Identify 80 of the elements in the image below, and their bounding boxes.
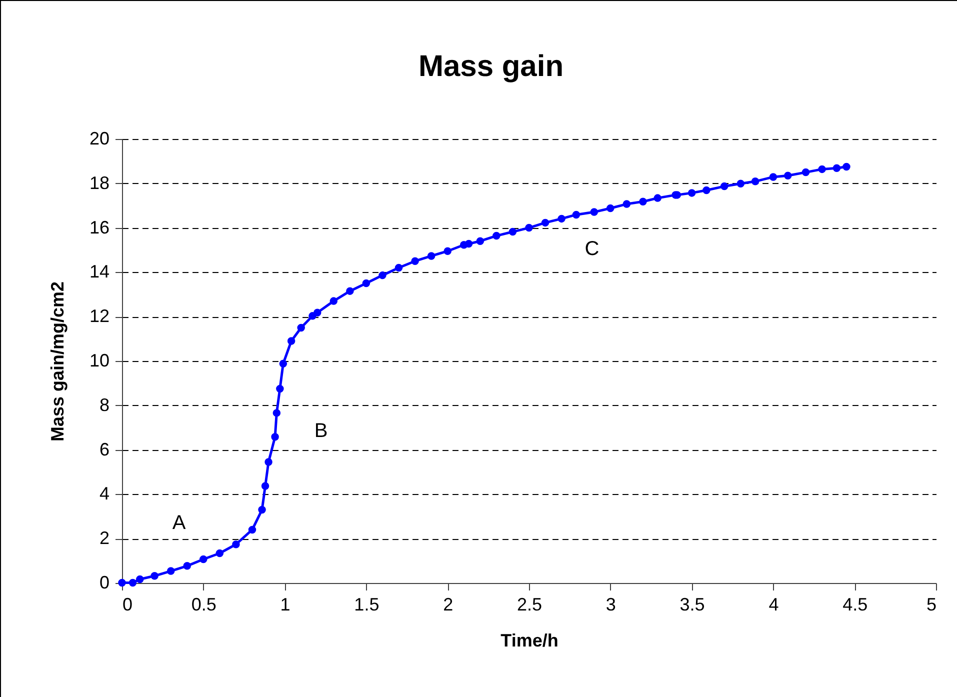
y-tick-label: 6	[99, 439, 110, 460]
point	[330, 297, 338, 305]
x-axis-title: Time/h	[500, 630, 558, 650]
point	[279, 360, 288, 368]
point	[464, 240, 473, 248]
point	[200, 555, 208, 564]
y-tick-label: 12	[89, 306, 110, 326]
x-tick-label: 2	[443, 594, 454, 614]
point	[271, 433, 279, 441]
point	[261, 482, 270, 490]
point	[287, 337, 296, 345]
point	[272, 409, 281, 417]
y-tick-label: 4	[99, 484, 110, 504]
y-tick-label: 20	[89, 128, 110, 148]
point	[150, 572, 158, 580]
point	[394, 264, 403, 272]
point	[444, 247, 452, 255]
point	[346, 287, 354, 295]
point	[183, 562, 191, 570]
y-tick-label: 16	[89, 217, 110, 238]
annotation: A	[172, 512, 186, 534]
y-tick-label: 18	[89, 172, 110, 193]
point	[232, 540, 240, 548]
point	[362, 279, 370, 288]
annotation: C	[584, 238, 600, 260]
point	[264, 458, 272, 466]
point	[297, 324, 305, 332]
point	[606, 204, 614, 212]
point	[136, 575, 144, 584]
point	[639, 198, 647, 206]
point	[313, 308, 322, 316]
y-tick-label: 8	[99, 394, 110, 415]
point	[258, 506, 266, 514]
point	[832, 164, 841, 172]
point	[166, 567, 175, 575]
point	[784, 172, 792, 180]
annotation: B	[314, 420, 328, 442]
point	[541, 218, 550, 227]
x-tick-label: 2.5	[516, 594, 542, 614]
point	[525, 224, 533, 232]
point	[688, 189, 696, 197]
x-tick-label: 3	[606, 594, 616, 614]
point	[492, 232, 500, 240]
point	[590, 208, 598, 216]
point	[622, 200, 631, 208]
point	[818, 165, 826, 174]
point	[276, 384, 284, 393]
x-tick-label: 1.5	[354, 594, 380, 614]
x-tick-label: 5	[926, 594, 936, 614]
x-tick-label: 0	[122, 594, 133, 614]
point	[411, 257, 419, 265]
point	[476, 237, 484, 245]
y-tick-label: 14	[89, 262, 110, 282]
point	[118, 578, 126, 587]
point	[769, 173, 778, 181]
point	[508, 228, 517, 236]
y-tick-label: 10	[89, 350, 110, 370]
point	[128, 578, 137, 587]
y-tick-label: 2	[99, 528, 110, 548]
point	[378, 271, 386, 280]
point	[842, 162, 850, 171]
point	[802, 168, 810, 176]
point	[736, 180, 745, 188]
y-axis-title: Mass gain/mg/cm2	[47, 281, 68, 442]
point	[654, 194, 662, 202]
chart-title: Mass gain	[418, 50, 564, 83]
x-tick-label: 0.5	[191, 594, 216, 614]
x-tick-label: 1	[280, 594, 290, 614]
point	[751, 178, 760, 186]
y-tick-label: 0	[99, 572, 110, 592]
point	[427, 252, 436, 260]
point	[216, 549, 224, 558]
point	[720, 182, 728, 190]
x-tick-label: 3.5	[680, 594, 705, 614]
point	[558, 214, 566, 223]
x-tick-label: 4.5	[842, 594, 868, 614]
point	[702, 186, 710, 194]
x-tick-label: 4	[768, 594, 779, 614]
point	[248, 526, 256, 534]
point	[572, 210, 580, 219]
